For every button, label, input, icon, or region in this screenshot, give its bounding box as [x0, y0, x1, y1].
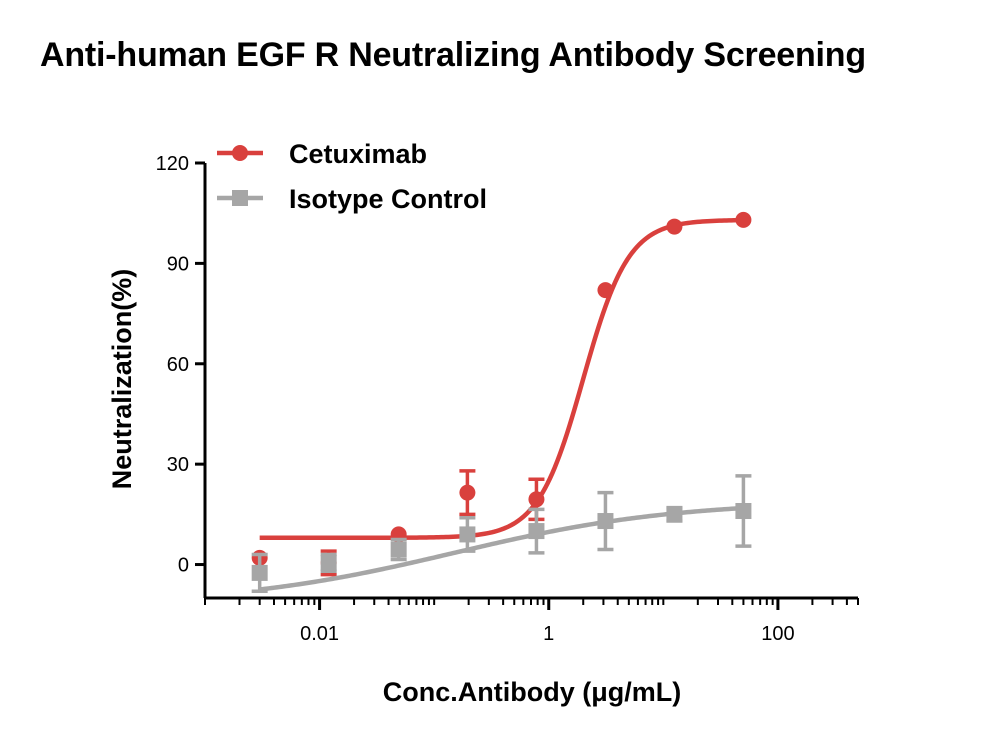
- data-point: [735, 503, 752, 519]
- fit-curve: [259, 217, 744, 541]
- y-tick-label: 0: [178, 555, 189, 577]
- data-point: [459, 526, 476, 543]
- legend-marker: [232, 190, 248, 206]
- data-point: [597, 513, 614, 530]
- legend: Cetuximab Isotype Control: [217, 139, 487, 214]
- data-point: [320, 554, 337, 571]
- data-point: [597, 282, 614, 299]
- data-point: [735, 211, 752, 228]
- y-tick-label: 120: [156, 153, 189, 175]
- data-point: [666, 506, 683, 523]
- data-point: [459, 484, 476, 501]
- x-tick-label: 100: [761, 623, 794, 645]
- data-point: [528, 523, 545, 540]
- series-layer: [251, 211, 752, 594]
- legend-entry-isotype-control: Isotype Control: [217, 184, 487, 214]
- legend-marker: [232, 145, 248, 161]
- y-tick-label: 30: [167, 454, 189, 476]
- x-axis-title: Conc.Antibody (μg/mL): [383, 677, 681, 707]
- fit-curve: [259, 505, 744, 592]
- y-axis-title: Neutralization(%): [107, 269, 137, 490]
- axes: 0 30 60 90 120 0.01 1 100: [156, 153, 859, 645]
- y-tick-label: 60: [167, 354, 189, 376]
- legend-label: Isotype Control: [289, 184, 487, 214]
- x-tick-label: 1: [543, 623, 554, 645]
- chart-title: Anti-human EGF R Neutralizing Antibody S…: [40, 36, 866, 74]
- legend-label: Cetuximab: [289, 139, 427, 169]
- data-point: [251, 564, 268, 581]
- data-point: [528, 491, 545, 508]
- data-point: [666, 218, 683, 235]
- y-tick-label: 90: [167, 253, 189, 275]
- legend-entry-cetuximab: Cetuximab: [217, 139, 427, 169]
- series-isotype-control: [251, 474, 752, 594]
- data-point: [390, 541, 407, 558]
- x-tick-label: 0.01: [300, 623, 339, 645]
